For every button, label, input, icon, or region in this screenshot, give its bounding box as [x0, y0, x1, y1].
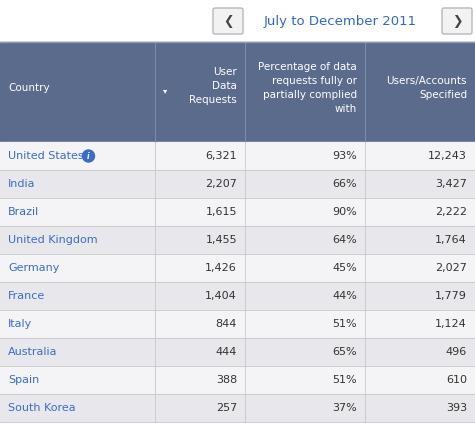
Bar [0, 338, 475, 366]
Text: 610: 610 [446, 375, 467, 385]
Text: 496: 496 [446, 347, 467, 357]
Text: 90%: 90% [332, 207, 357, 217]
Text: India: India [8, 179, 36, 189]
Text: 388: 388 [216, 375, 237, 385]
Bar [0, 42, 475, 142]
Text: ▾: ▾ [163, 86, 167, 95]
Bar [0, 198, 475, 226]
Text: Country: Country [8, 83, 49, 93]
Circle shape [83, 150, 95, 162]
Text: July to December 2011: July to December 2011 [264, 14, 417, 27]
Text: 3,427: 3,427 [435, 179, 467, 189]
FancyBboxPatch shape [442, 8, 472, 34]
Text: Users/Accounts
Specified: Users/Accounts Specified [387, 76, 467, 100]
Text: 44%: 44% [332, 291, 357, 301]
Text: 2,027: 2,027 [435, 263, 467, 273]
Text: 65%: 65% [332, 347, 357, 357]
Text: 93%: 93% [332, 151, 357, 161]
Text: ❮: ❮ [223, 14, 233, 27]
Text: 1,779: 1,779 [435, 291, 467, 301]
Text: 37%: 37% [332, 403, 357, 413]
Bar [0, 394, 475, 422]
Text: 257: 257 [216, 403, 237, 413]
Text: 12,243: 12,243 [428, 151, 467, 161]
Text: 2,207: 2,207 [205, 179, 237, 189]
Text: Italy: Italy [8, 319, 32, 329]
Text: i: i [87, 151, 90, 160]
Text: Germany: Germany [8, 263, 59, 273]
Text: 1,124: 1,124 [435, 319, 467, 329]
Text: 2,222: 2,222 [435, 207, 467, 217]
Bar [0, 310, 475, 338]
Text: 444: 444 [216, 347, 237, 357]
Text: 1,764: 1,764 [435, 235, 467, 245]
Text: ❯: ❯ [452, 14, 462, 27]
Text: Spain: Spain [8, 375, 39, 385]
Text: Brazil: Brazil [8, 207, 39, 217]
Text: User
Data
Requests: User Data Requests [189, 67, 237, 105]
Text: 1,455: 1,455 [205, 235, 237, 245]
FancyBboxPatch shape [213, 8, 243, 34]
Text: 1,615: 1,615 [206, 207, 237, 217]
Text: 844: 844 [216, 319, 237, 329]
Text: United States: United States [8, 151, 84, 161]
Text: 45%: 45% [332, 263, 357, 273]
Bar [0, 0, 475, 42]
Text: 393: 393 [446, 403, 467, 413]
Text: France: France [8, 291, 45, 301]
Bar [0, 282, 475, 310]
Text: 1,426: 1,426 [205, 263, 237, 273]
Text: 51%: 51% [332, 319, 357, 329]
Text: 51%: 51% [332, 375, 357, 385]
Bar [0, 366, 475, 394]
Text: 1,404: 1,404 [205, 291, 237, 301]
Text: 66%: 66% [332, 179, 357, 189]
Bar [0, 142, 475, 170]
Text: 64%: 64% [332, 235, 357, 245]
Bar [0, 254, 475, 282]
Text: United Kingdom: United Kingdom [8, 235, 98, 245]
Text: South Korea: South Korea [8, 403, 76, 413]
Text: Australia: Australia [8, 347, 57, 357]
Text: Percentage of data
requests fully or
partially complied
with: Percentage of data requests fully or par… [258, 62, 357, 114]
Bar [0, 226, 475, 254]
Bar [0, 170, 475, 198]
Text: 6,321: 6,321 [205, 151, 237, 161]
